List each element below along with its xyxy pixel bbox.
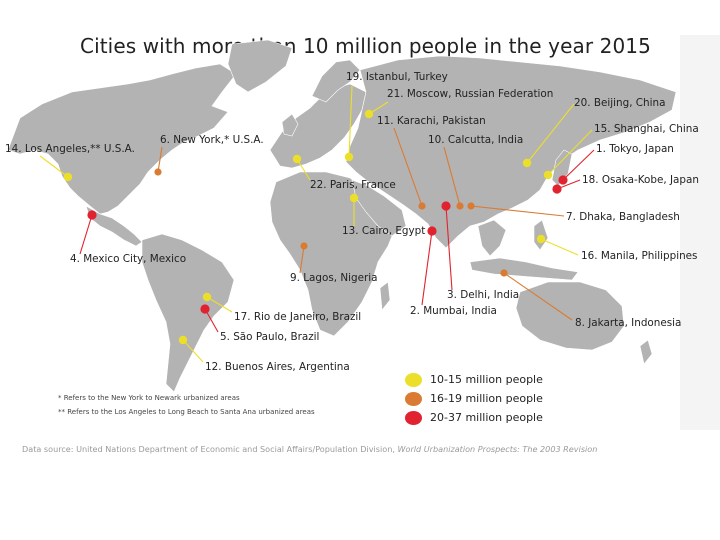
city-marker	[364, 109, 374, 119]
leader-line	[443, 146, 461, 207]
japan-landmass	[551, 149, 573, 187]
leader-line	[547, 129, 593, 176]
legend-swatch-10-15	[405, 372, 422, 387]
city-label: 6. New York,* U.S.A.	[160, 134, 264, 146]
leader-line	[182, 339, 204, 363]
leader-line	[445, 205, 453, 291]
city-marker	[200, 304, 210, 314]
city-label: 13. Cairo, Egypt	[342, 225, 425, 237]
city-label: 3. Delhi, India	[447, 289, 519, 301]
city-label: 12. Buenos Aires, Argentina	[205, 361, 350, 373]
new-zealand-landmass	[639, 339, 653, 365]
city-marker	[178, 335, 188, 345]
leader-line	[470, 205, 565, 217]
city-marker	[500, 269, 508, 277]
south-america-landmass	[141, 233, 235, 393]
map-edge-shade	[680, 35, 720, 430]
leader-line	[421, 230, 433, 306]
city-marker	[543, 170, 553, 180]
city-marker	[87, 210, 97, 220]
city-markers	[63, 109, 568, 345]
land-masses	[7, 39, 677, 393]
city-label: 17. Rio de Janeiro, Brazil	[234, 311, 361, 323]
legend-item: 20-37 million people	[405, 408, 543, 427]
city-label: 15. Shanghai, China	[594, 123, 699, 135]
city-label: 16. Manila, Philippines	[581, 250, 697, 262]
central-america-landmass	[85, 205, 143, 247]
city-marker	[292, 154, 302, 164]
australia-landmass	[515, 281, 625, 351]
data-source-text: Data source: United Nations Department o…	[22, 444, 398, 454]
legend-swatch-16-19	[405, 391, 422, 406]
leader-line	[562, 149, 595, 181]
city-marker	[427, 226, 437, 236]
footnote-new-york: * Refers to the New York to Newark urban…	[58, 394, 240, 402]
city-marker	[344, 152, 354, 162]
leader-line	[206, 296, 233, 313]
map-title: Cities with more than 10 million people …	[80, 34, 651, 58]
city-marker	[467, 202, 475, 210]
footnote-los-angeles: ** Refers to the Los Angeles to Long Bea…	[58, 408, 315, 416]
city-label: 21. Moscow, Russian Federation	[387, 88, 553, 100]
arabia-landmass	[351, 179, 407, 237]
city-label: 11. Karachi, Pakistan	[377, 115, 486, 127]
city-marker	[63, 172, 73, 182]
city-label: 9. Lagos, Nigeria	[290, 272, 378, 284]
city-label: 7. Dhaka, Bangladesh	[566, 211, 680, 223]
city-labels: 1. Tokyo, Japan 2. Mumbai, India 3. Delhi,…	[5, 71, 699, 373]
city-marker	[552, 184, 562, 194]
leader-line	[157, 146, 163, 173]
city-marker	[349, 193, 359, 203]
legend-label: 10-15 million people	[430, 373, 543, 386]
leader-line	[79, 214, 93, 255]
city-label: 4. Mexico City, Mexico	[70, 253, 186, 265]
data-source-publication: World Urbanization Prospects: The 2003 R…	[397, 444, 598, 454]
city-marker	[558, 175, 568, 185]
city-marker	[441, 201, 451, 211]
leader-line	[299, 245, 305, 274]
legend-label: 16-19 million people	[430, 392, 543, 405]
leader-line	[503, 272, 573, 321]
asia-landmass	[345, 55, 677, 249]
city-label: 20. Beijing, China	[574, 97, 665, 109]
leader-lines	[39, 85, 595, 363]
city-label: 2. Mumbai, India	[410, 305, 497, 317]
city-marker	[202, 292, 212, 302]
leader-line	[39, 155, 69, 178]
city-label: 19. Istanbul, Turkey	[346, 71, 448, 83]
city-marker	[536, 234, 546, 244]
legend-item: 10-15 million people	[405, 370, 543, 389]
greenland-landmass	[227, 39, 293, 93]
city-marker	[300, 242, 308, 250]
city-marker	[456, 202, 464, 210]
city-label: 22. Paris, France	[310, 179, 396, 191]
leader-line	[393, 127, 423, 207]
leader-line	[540, 238, 579, 256]
city-marker	[154, 168, 162, 176]
city-label: 10. Calcutta, India	[428, 134, 523, 146]
city-label: 5. São Paulo, Brazil	[220, 331, 319, 343]
uk-landmass	[281, 113, 299, 137]
city-label: 1. Tokyo, Japan	[596, 143, 674, 155]
city-marker	[418, 202, 426, 210]
data-source: Data source: United Nations Department o…	[22, 444, 597, 454]
legend-swatch-20-37	[405, 410, 422, 425]
city-label: 14. Los Angeles,** U.S.A.	[5, 143, 135, 155]
city-label: 18. Osaka-Kobe, Japan	[582, 174, 699, 186]
madagascar-landmass	[379, 281, 391, 311]
legend-label: 20-37 million people	[430, 411, 543, 424]
southeast-asia-landmass	[477, 219, 507, 257]
city-label: 8. Jakarta, Indonesia	[575, 317, 681, 329]
city-marker	[522, 158, 532, 168]
indonesia-landmass	[469, 257, 579, 281]
leader-line	[348, 85, 353, 158]
leader-line	[526, 103, 575, 164]
legend-item: 16-19 million people	[405, 389, 543, 408]
legend: 10-15 million people 16-19 million peopl…	[405, 370, 543, 427]
